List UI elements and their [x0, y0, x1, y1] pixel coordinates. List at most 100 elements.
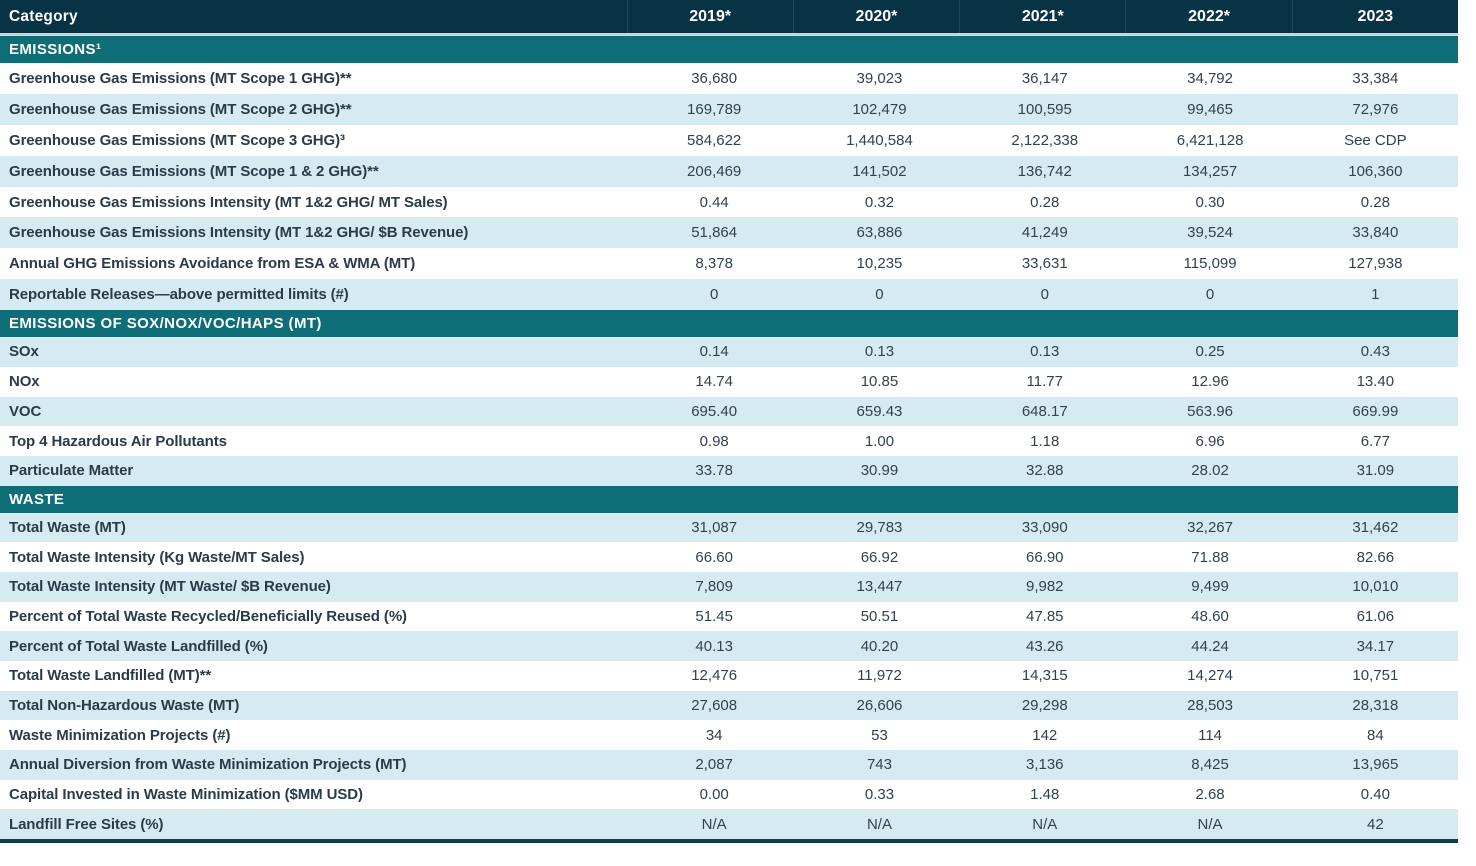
- cell-value: 743: [866, 756, 892, 774]
- cell-value: 8,378: [695, 255, 733, 273]
- row-label: Reportable Releases—above permitted limi…: [9, 286, 349, 304]
- cell-value: 51,864: [691, 224, 738, 242]
- cell-value: 648.17: [1021, 402, 1068, 420]
- row-label: SOx: [9, 343, 39, 361]
- cell-value: 26,606: [856, 697, 903, 715]
- cell-value: N/A: [1032, 815, 1058, 833]
- section-header: EMISSIONS¹: [0, 36, 1458, 63]
- table-row: Total Waste Intensity (MT Waste/ $B Reve…: [0, 571, 1458, 602]
- cell-value: 29,783: [856, 518, 903, 536]
- cell-value: 51.45: [695, 607, 733, 625]
- cell-value: N/A: [701, 815, 727, 833]
- cell-value: 1: [1371, 286, 1380, 304]
- cell-value: 100,595: [1017, 100, 1072, 118]
- cell-value: 44.24: [1191, 637, 1229, 655]
- cell-value: 1.18: [1030, 432, 1060, 450]
- cell-value: 14,315: [1021, 667, 1068, 685]
- table-row: VOC 695.40 659.43 648.17 563.96 669.99: [0, 396, 1458, 427]
- cell-value: 1.00: [864, 432, 895, 450]
- cell-value: 7,809: [695, 578, 733, 596]
- section-title: EMISSIONS OF SOX/NOX/VOC/HAPS (MT): [9, 315, 322, 333]
- cell-value: 11.77: [1026, 373, 1063, 391]
- cell-value: 66.90: [1025, 548, 1064, 566]
- cell-value: 72,976: [1352, 100, 1399, 118]
- row-label: Total Waste (MT): [9, 518, 126, 536]
- cell-value: 39,524: [1187, 224, 1233, 242]
- cell-value: 10,235: [856, 255, 903, 273]
- cell-value: 28,503: [1187, 697, 1233, 715]
- column-header-year: 2022*: [1125, 0, 1291, 33]
- cell-value: N/A: [866, 815, 892, 833]
- cell-value: 206,469: [687, 162, 742, 180]
- cell-value: 0.30: [1195, 193, 1225, 211]
- table-row: Greenhouse Gas Emissions Intensity (MT 1…: [0, 186, 1458, 218]
- cell-value: 31,462: [1352, 518, 1399, 536]
- cell-value: 127,938: [1348, 255, 1403, 273]
- table-bottom-border: [0, 839, 1458, 844]
- cell-value: 0.28: [1360, 193, 1390, 211]
- cell-value: 10,010: [1352, 578, 1399, 596]
- table-row: Total Waste Intensity (Kg Waste/MT Sales…: [0, 542, 1458, 572]
- row-label: Greenhouse Gas Emissions (MT Scope 3 GHG…: [9, 131, 345, 149]
- cell-value: 1.48: [1030, 786, 1060, 804]
- row-label: Total Waste Intensity (Kg Waste/MT Sales…: [9, 548, 305, 566]
- cell-value: 13,965: [1352, 756, 1399, 774]
- table-row: SOx 0.14 0.13 0.13 0.25 0.43: [0, 337, 1458, 367]
- header-divider: [0, 33, 1458, 36]
- row-label: Particulate Matter: [9, 462, 134, 480]
- cell-value: 42: [1367, 815, 1384, 833]
- esg-metrics-table: Category 2019* 2020* 2021* 2022* 2023 EMISSI…: [0, 0, 1458, 844]
- table-row: Greenhouse Gas Emissions Intensity (MT 1…: [0, 217, 1458, 249]
- cell-value: 33,090: [1021, 518, 1068, 536]
- cell-value: N/A: [1197, 815, 1223, 833]
- cell-value: 34,792: [1187, 69, 1233, 87]
- row-label: Greenhouse Gas Emissions Intensity (MT 1…: [9, 224, 469, 242]
- cell-value: 43.26: [1025, 637, 1064, 655]
- cell-value: 669.99: [1352, 402, 1399, 420]
- table-header-row: Category 2019* 2020* 2021* 2022* 2023: [0, 0, 1458, 33]
- row-label: Total Waste Landfilled (MT)**: [9, 667, 212, 685]
- cell-value: 142: [1032, 726, 1058, 744]
- cell-value: 33,631: [1021, 255, 1068, 273]
- cell-value: 1,440,584: [846, 131, 913, 149]
- cell-value: 9,499: [1191, 578, 1229, 596]
- table-row: Capital Invested in Waste Minimization (…: [0, 779, 1458, 810]
- table-row: Annual GHG Emissions Avoidance from ESA …: [0, 248, 1458, 280]
- row-label: Capital Invested in Waste Minimization (…: [9, 786, 363, 804]
- cell-value: 48.60: [1191, 607, 1229, 625]
- table-row: NOx 14.74 10.85 11.77 12.96 13.40: [0, 366, 1458, 397]
- cell-value: 9,982: [1025, 578, 1064, 596]
- cell-value: 27,608: [691, 697, 738, 715]
- cell-value: 36,680: [691, 69, 738, 87]
- cell-value: 33.78: [695, 462, 733, 480]
- row-label: Greenhouse Gas Emissions (MT Scope 1 & 2…: [9, 162, 379, 180]
- cell-value: 12.96: [1191, 373, 1229, 391]
- cell-value: 31.09: [1356, 462, 1395, 480]
- cell-value: 3,136: [1025, 756, 1064, 774]
- table-row: Reportable Releases—above permitted limi…: [0, 279, 1458, 311]
- row-label: Greenhouse Gas Emissions (MT Scope 1 GHG…: [9, 69, 352, 87]
- cell-value: 0.28: [1030, 193, 1060, 211]
- cell-value: 134,257: [1182, 162, 1238, 180]
- section-header: EMISSIONS OF SOX/NOX/VOC/HAPS (MT): [0, 310, 1458, 338]
- row-label: Top 4 Hazardous Air Pollutants: [9, 432, 227, 450]
- table-row: Greenhouse Gas Emissions (MT Scope 3 GHG…: [0, 124, 1458, 156]
- cell-value: 11,972: [857, 667, 902, 685]
- cell-value: 2,087: [695, 756, 733, 774]
- cell-value: 66.60: [695, 548, 733, 566]
- table-row: Particulate Matter 33.78 30.99 32.88 28.02 31…: [0, 455, 1458, 486]
- cell-value: 36,147: [1021, 69, 1068, 87]
- cell-value: 84: [1367, 726, 1384, 744]
- cell-value: 114: [1198, 726, 1223, 744]
- cell-value: 0.44: [699, 193, 729, 211]
- cell-value: 141,502: [852, 162, 907, 180]
- row-label: VOC: [9, 402, 42, 420]
- cell-value: 39,023: [856, 69, 903, 87]
- table-row: Greenhouse Gas Emissions (MT Scope 1 GHG…: [0, 63, 1458, 94]
- cell-value: 0.32: [864, 193, 895, 211]
- cell-value: 0: [875, 286, 884, 304]
- cell-value: 6.96: [1195, 432, 1225, 450]
- cell-value: 66.92: [860, 548, 899, 566]
- cell-value: 0.13: [1030, 343, 1060, 361]
